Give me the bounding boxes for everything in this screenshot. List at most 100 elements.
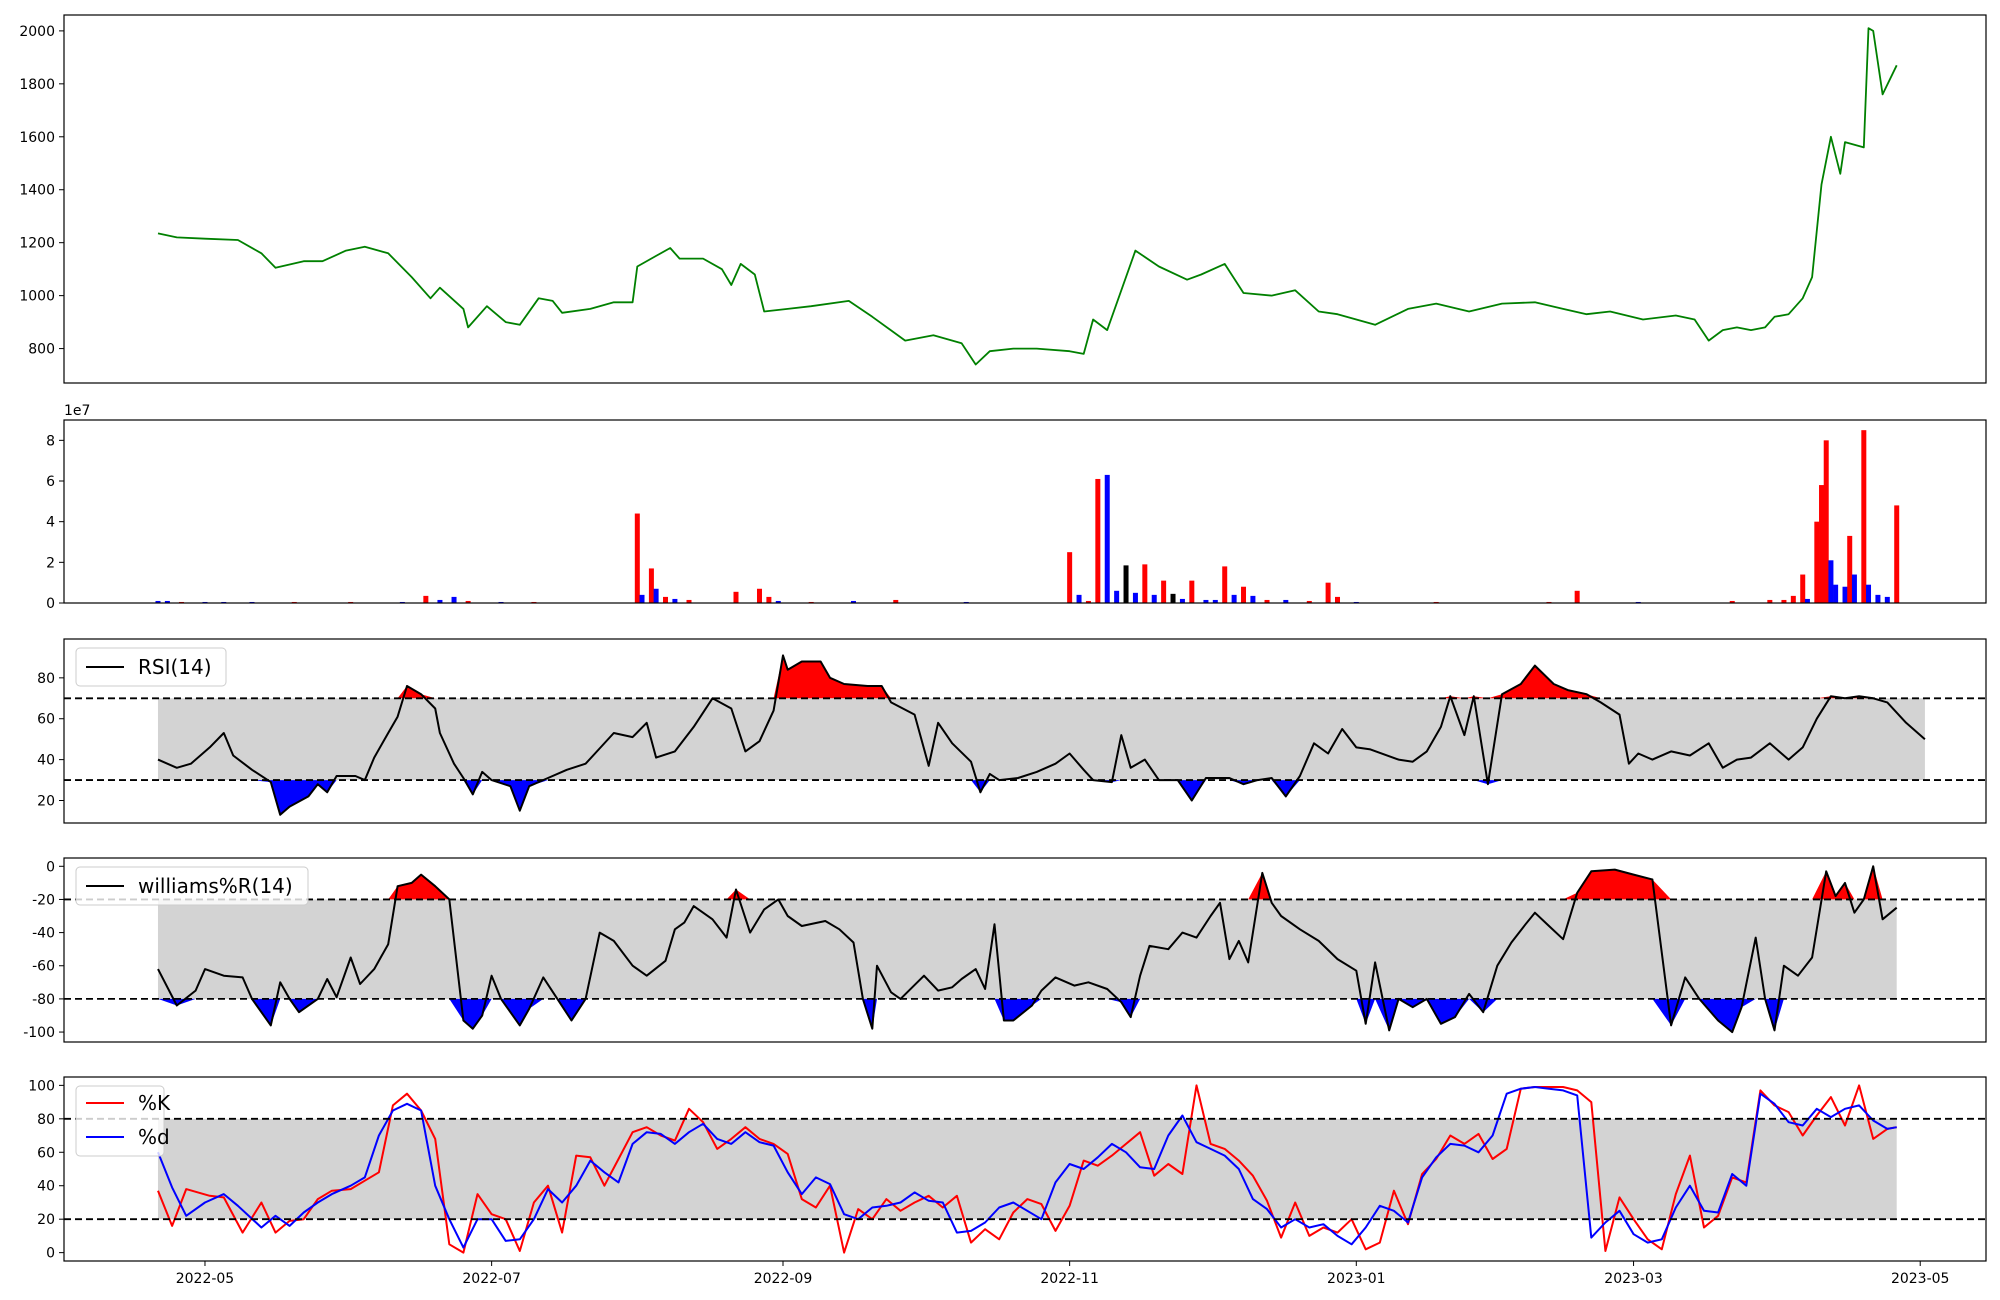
volume-bar — [766, 596, 772, 603]
volume-bar — [1283, 599, 1289, 603]
volume-bar — [1767, 599, 1773, 603]
volume-bar — [1574, 590, 1580, 603]
volume-bar — [1212, 599, 1218, 603]
williams-ytick-label: -60 — [32, 959, 55, 975]
volume-bar — [639, 594, 645, 603]
volume-bar — [1264, 599, 1270, 603]
volume-bar — [1823, 440, 1829, 603]
volume-bar — [1076, 594, 1082, 603]
volume-bar — [733, 591, 739, 603]
volume-bar — [1894, 505, 1900, 603]
volume-bar — [1814, 521, 1820, 603]
x-tick-label: 2022-07 — [462, 1271, 521, 1287]
volume-bar — [1851, 574, 1857, 603]
volume-bar — [423, 595, 429, 603]
volume-ytick-label: 8 — [46, 433, 55, 449]
stochastic-ytick-label: 0 — [46, 1246, 55, 1262]
volume-bar — [1085, 600, 1091, 603]
price-ytick-label: 1800 — [19, 77, 55, 93]
rsi-ytick-label: 60 — [37, 712, 55, 728]
volume-bar — [1847, 535, 1853, 603]
price-line — [157, 27, 1898, 366]
volume-bar — [634, 513, 640, 603]
volume-bar — [1781, 599, 1787, 603]
stochastic-legend: %K %d — [75, 1085, 171, 1157]
volume-bar — [775, 600, 781, 603]
williams-ytick-label: -100 — [23, 1025, 55, 1041]
volume-bar — [437, 599, 443, 603]
volume-bar — [1875, 594, 1881, 603]
volume-bar — [653, 588, 659, 603]
volume-bar — [1804, 598, 1810, 603]
volume-bar — [893, 599, 899, 603]
volume-ytick-label: 2 — [46, 555, 55, 571]
price-ytick-label: 1000 — [19, 289, 55, 305]
stochastic-ytick-label: 20 — [37, 1212, 55, 1228]
volume-bar — [1151, 594, 1157, 603]
volume-bar — [1123, 565, 1129, 603]
williams-ytick-label: -20 — [32, 892, 55, 908]
volume-bar — [672, 598, 678, 603]
volume-bar — [1179, 598, 1185, 603]
volume-bar — [1833, 584, 1839, 603]
volume-bar — [1884, 596, 1890, 603]
williams-ytick-label: 0 — [46, 859, 55, 875]
price-ytick-label: 1200 — [19, 236, 55, 252]
williams-band-fill — [157, 899, 1897, 999]
rsi-line — [157, 654, 1926, 816]
stochastic-ytick-label: 40 — [37, 1179, 55, 1195]
d-legend-label: %d — [138, 1125, 170, 1149]
rsi-legend-label: RSI(14) — [138, 655, 212, 679]
volume-bar — [1790, 595, 1796, 603]
rsi-overbought-fill — [158, 655, 1925, 699]
stochastic-ytick-label: 80 — [37, 1112, 55, 1128]
volume-bar — [1104, 474, 1110, 603]
volume-bar — [1729, 600, 1735, 603]
williams-frame — [63, 857, 1987, 1043]
rsi-ytick-label: 20 — [37, 794, 55, 810]
rsi-ytick-label: 80 — [37, 671, 55, 687]
rsi-ytick-label: 40 — [37, 753, 55, 769]
volume-bar — [1095, 478, 1101, 603]
volume-bar — [1067, 552, 1073, 603]
price-ytick-label: 800 — [28, 342, 55, 358]
volume-bar — [465, 600, 471, 603]
volume-frame — [63, 419, 1987, 604]
volume-ytick-label: 0 — [46, 596, 55, 612]
stochastic-ytick-label: 60 — [37, 1145, 55, 1161]
volume-bar — [451, 596, 457, 603]
rsi-legend: RSI(14) — [75, 647, 227, 687]
williams-overbought-fill — [158, 866, 1897, 900]
volume-bar — [1250, 595, 1256, 603]
stochastic-ytick-label: 100 — [28, 1078, 55, 1094]
williams-oversold-fill — [158, 998, 1897, 1033]
price-ytick-label: 1400 — [19, 183, 55, 199]
volume-ytick-label: 4 — [46, 515, 55, 531]
x-tick-label: 2022-09 — [754, 1271, 813, 1287]
volume-ytick-label: 6 — [46, 474, 55, 490]
k-legend-label: %K — [138, 1091, 171, 1115]
stochastic-d-line — [157, 1086, 1897, 1249]
x-tick-label: 2023-03 — [1604, 1271, 1663, 1287]
volume-bar — [663, 596, 669, 603]
volume-bar — [1306, 600, 1312, 603]
x-tick-label: 2022-11 — [1040, 1271, 1099, 1287]
volume-bar — [850, 600, 856, 603]
volume-bar — [1161, 580, 1167, 603]
williams-ytick-label: -80 — [32, 992, 55, 1008]
volume-bar — [1189, 580, 1195, 603]
volume-bar — [1203, 599, 1209, 603]
volume-bar — [164, 600, 170, 603]
rsi-band-fill — [157, 698, 1925, 781]
volume-bar — [1866, 584, 1872, 603]
volume-bar — [1325, 582, 1331, 603]
rsi-frame — [63, 638, 1987, 824]
volume-bar — [1170, 593, 1176, 603]
volume-bar — [756, 588, 762, 603]
volume-bar — [1241, 586, 1247, 603]
volume-bar — [1114, 590, 1120, 603]
price-ytick-label: 1600 — [19, 130, 55, 146]
rsi-oversold-fill — [158, 780, 1925, 815]
volume-bar — [155, 600, 161, 603]
x-tick-label: 2023-01 — [1327, 1271, 1386, 1287]
